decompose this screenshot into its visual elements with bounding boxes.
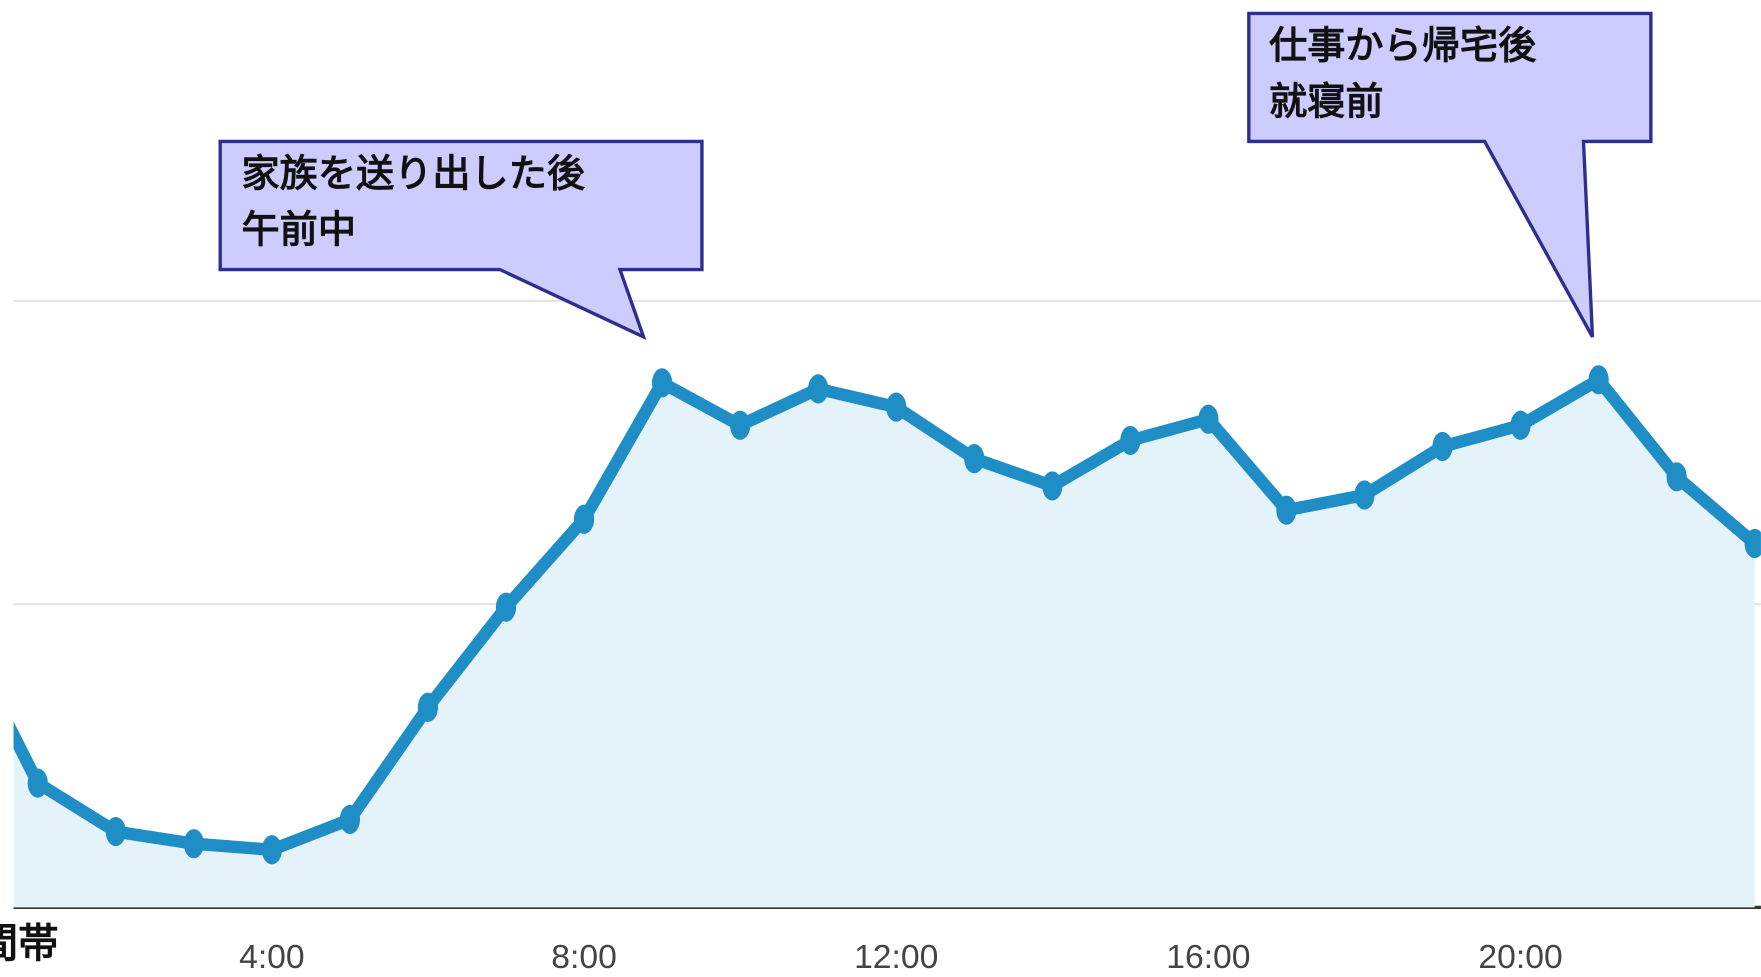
- point: [261, 835, 282, 865]
- annotation: 就寝前: [1269, 80, 1384, 125]
- point: [339, 804, 361, 835]
- point: [1120, 425, 1141, 456]
- point: [730, 410, 751, 440]
- annotation: 仕事から帰宅後: [1269, 23, 1537, 68]
- callout-box: [1247, 11, 1653, 338]
- x-tick-label: 12:00: [854, 939, 938, 976]
- point: [1666, 462, 1687, 492]
- point: [105, 816, 126, 847]
- x-tick-label: 4:00: [239, 939, 305, 976]
- x-tick-label: 20:00: [1478, 939, 1562, 976]
- point: [1354, 480, 1375, 510]
- point: [1588, 365, 1609, 395]
- point: [573, 504, 595, 534]
- line: [13, 373, 1759, 856]
- x-tick-label: 16:00: [1166, 939, 1250, 976]
- point: [27, 768, 48, 798]
- area: [13, 379, 1755, 908]
- callout-box: [218, 139, 704, 341]
- point: [964, 444, 985, 474]
- point: [417, 692, 439, 722]
- point: [1198, 404, 1219, 434]
- point: [1510, 410, 1531, 440]
- point: [1042, 471, 1063, 501]
- point: [183, 829, 204, 859]
- point: [1744, 528, 1761, 559]
- point: [1432, 431, 1453, 462]
- point: [651, 368, 673, 398]
- annotation: 午前中: [242, 209, 357, 253]
- x-tick-label: 8:00: [551, 939, 617, 976]
- point: [886, 392, 907, 422]
- plot-area: [13, 365, 1761, 908]
- x-axis-label: 時間帯: [0, 919, 58, 967]
- point: [808, 374, 829, 404]
- point: [495, 592, 517, 622]
- annotation: 家族を送り出した後: [242, 152, 586, 196]
- point: [1276, 495, 1297, 525]
- callout: 家族を送り出した後 午前中: [218, 139, 704, 341]
- callout: 仕事から帰宅後 就寝前: [1247, 11, 1653, 338]
